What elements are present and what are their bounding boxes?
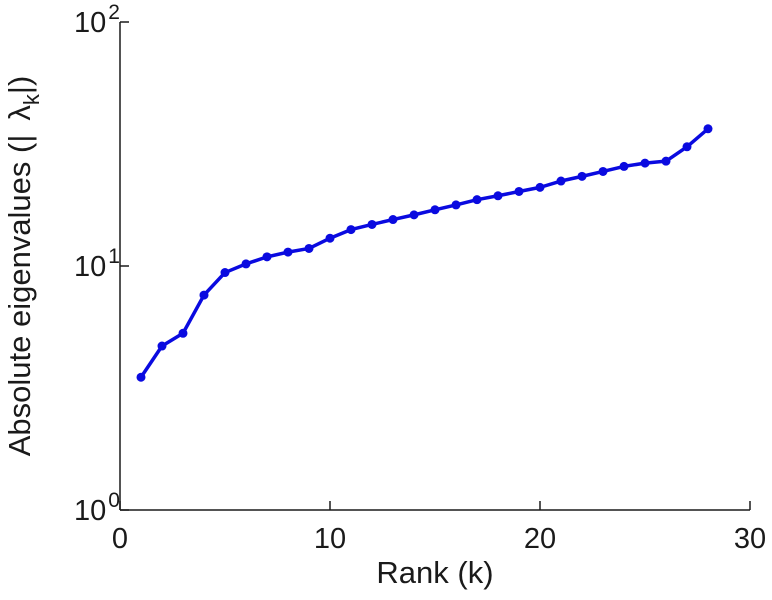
y-tick-label: 100 <box>74 489 120 527</box>
data-point-marker <box>619 161 629 171</box>
data-point-marker <box>556 176 566 186</box>
y-tick-label: 102 <box>74 1 120 39</box>
data-point-marker <box>661 156 671 166</box>
data-point-marker <box>262 252 272 262</box>
data-point-marker <box>493 191 503 201</box>
data-point-marker <box>283 247 293 257</box>
data-point-marker <box>451 200 461 210</box>
data-point-marker <box>535 182 545 192</box>
data-point-marker <box>325 233 335 243</box>
data-point-marker <box>220 268 230 278</box>
x-tick-label: 0 <box>112 523 128 555</box>
data-point-marker <box>241 259 251 269</box>
data-point-marker <box>514 186 524 196</box>
data-point-marker <box>472 195 482 205</box>
data-point-marker <box>577 171 587 181</box>
data-point-marker <box>682 142 692 152</box>
x-tick-label: 20 <box>524 523 556 555</box>
y-axis-label: Absolute eigenvalues (|λk|) <box>2 76 44 457</box>
data-point-marker <box>640 158 650 168</box>
data-point-marker <box>136 372 146 382</box>
data-point-marker <box>388 215 398 225</box>
data-point-marker <box>157 341 167 351</box>
x-tick-label: 10 <box>314 523 346 555</box>
data-point-marker <box>178 328 188 338</box>
data-point-marker <box>430 205 440 215</box>
data-point-marker <box>703 124 713 134</box>
data-point-marker <box>346 225 356 235</box>
y-tick-label: 101 <box>74 245 120 283</box>
data-point-marker <box>598 166 608 176</box>
data-point-marker <box>367 219 377 229</box>
x-tick-label: 30 <box>734 523 766 555</box>
data-point-marker <box>199 290 209 300</box>
data-point-marker <box>304 243 314 253</box>
data-point-marker <box>409 210 419 220</box>
x-axis-label: Rank (k) <box>376 555 493 590</box>
data-series-line <box>139 127 710 379</box>
